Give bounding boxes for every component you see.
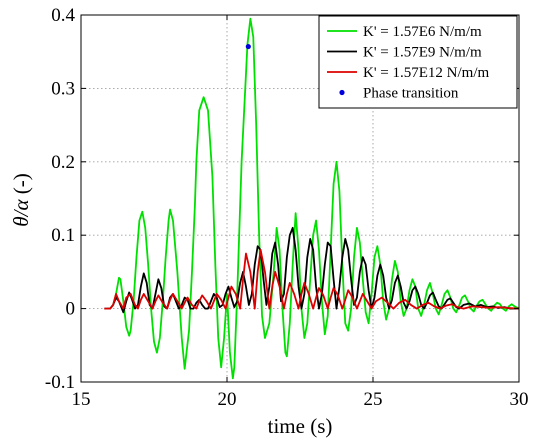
y-axis-title: θ/α (-)	[9, 173, 33, 226]
series-line-3	[104, 248, 520, 310]
y-tick-label: 0.4	[51, 5, 75, 26]
x-tick-label: 15	[72, 389, 91, 410]
series-layer	[104, 17, 520, 380]
x-axis-title: time (s)	[268, 414, 333, 438]
legend-entries: K' = 1.57E6 N/m/m K' = 1.57E9 N/m/m K' = 1…	[327, 24, 489, 102]
marker-layer	[245, 43, 251, 50]
tick-labels: 15 20 25 30 -0.1 0 0.1 0.2 0.3 0.4	[45, 5, 529, 410]
x-tick-label: 25	[364, 389, 383, 410]
phase-transition-point	[245, 43, 251, 50]
y-tick-label: -0.1	[45, 372, 75, 393]
plot-frame	[80, 14, 520, 383]
y-tick-label: 0	[66, 299, 76, 320]
legend-label: Phase transition	[363, 86, 459, 102]
y-axis-title-unit: (-)	[9, 173, 33, 199]
y-tick-label: 0.3	[51, 78, 75, 99]
y-tick-label: 0.1	[51, 225, 75, 246]
tick-marks	[80, 14, 520, 383]
x-tick-label: 30	[510, 389, 529, 410]
legend-marker	[339, 89, 345, 96]
legend-label: K' = 1.57E9 N/m/m	[363, 45, 482, 61]
x-tick-label: 20	[218, 389, 237, 410]
legend-label: K' = 1.57E6 N/m/m	[363, 24, 482, 40]
legend: K' = 1.57E6 N/m/m K' = 1.57E9 N/m/m K' = 1…	[318, 15, 518, 109]
y-axis-title-symbol: θ/α	[9, 199, 33, 227]
legend-label: K' = 1.57E12 N/m/m	[363, 65, 489, 81]
y-tick-label: 0.2	[51, 152, 75, 173]
